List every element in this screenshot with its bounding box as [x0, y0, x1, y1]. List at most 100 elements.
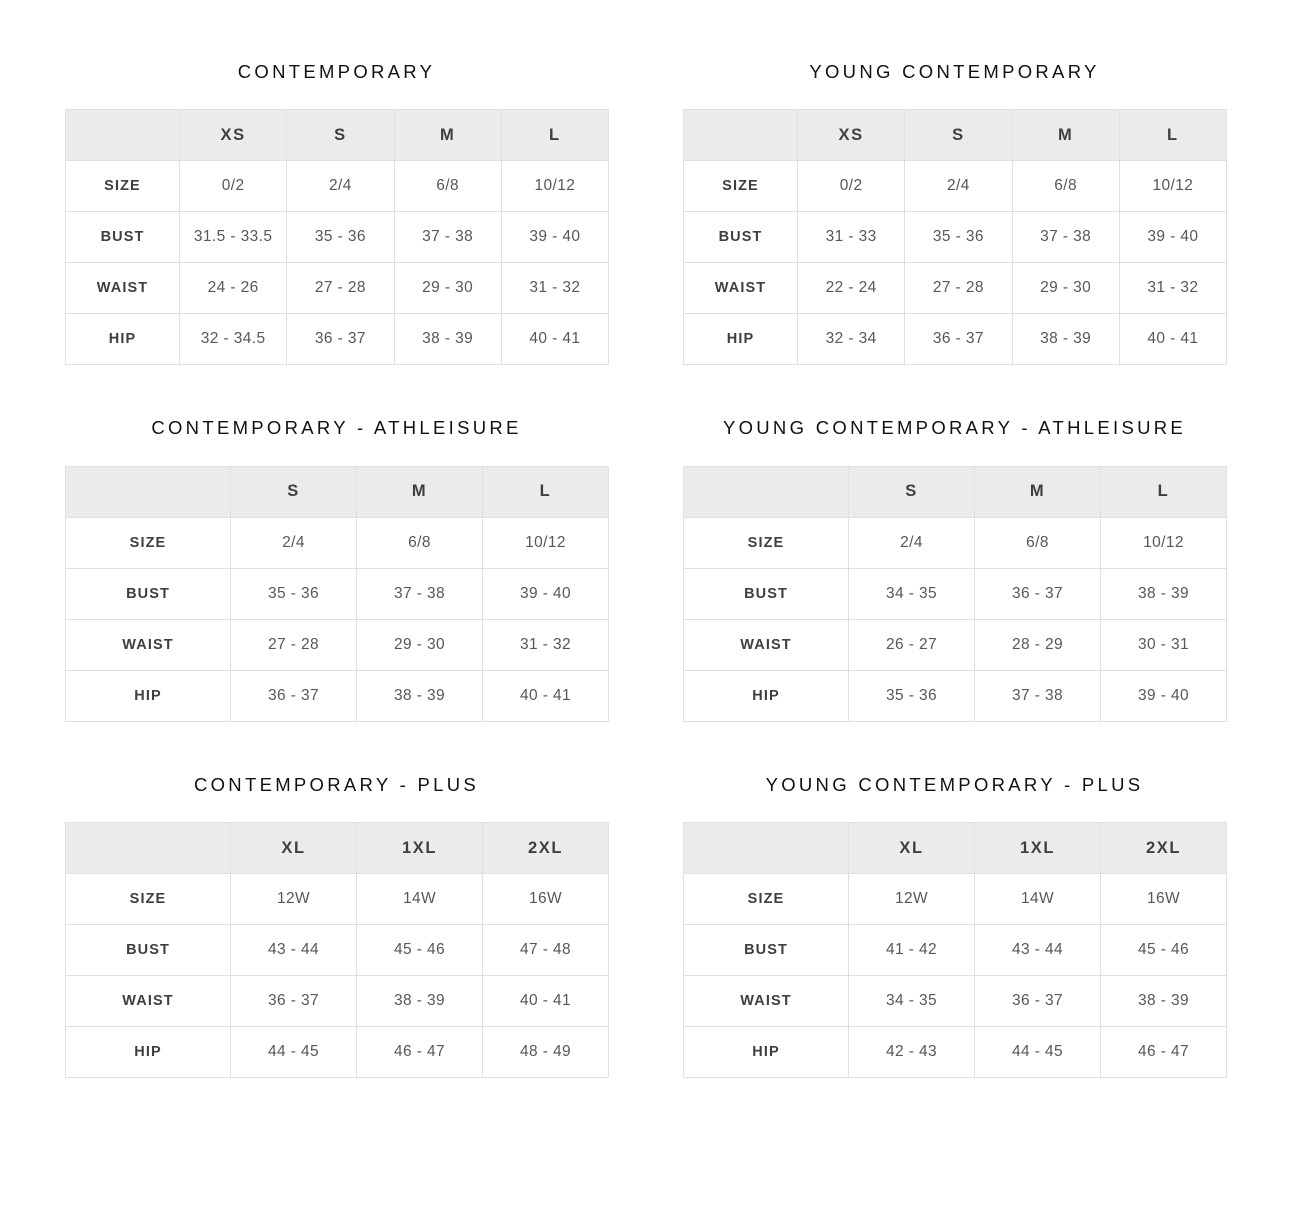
- column-header-l: L: [1100, 465, 1227, 518]
- measurement-cell: 36 - 37: [286, 313, 395, 366]
- row-label-size: SIZE: [683, 873, 849, 926]
- measurement-cell: 29 - 30: [393, 262, 502, 315]
- measurement-cell: 10/12: [1100, 516, 1227, 569]
- measurement-cell: 6/8: [356, 516, 483, 569]
- row-label-hip: HIP: [65, 313, 180, 366]
- measurement-cell: 39 - 40: [1100, 669, 1227, 722]
- table-row: BUST 31 - 33 35 - 36 37 - 38 39 - 40: [683, 211, 1228, 264]
- measurement-cell: 40 - 41: [482, 669, 609, 722]
- measurement-cell: 29 - 30: [1011, 262, 1120, 315]
- measurement-cell: 27 - 28: [230, 618, 357, 671]
- measurement-cell: 46 - 47: [1100, 1026, 1227, 1079]
- row-label-size: SIZE: [65, 516, 231, 569]
- measurement-cell: 14W: [356, 873, 483, 926]
- measurement-cell: 10/12: [1118, 160, 1228, 213]
- row-label-bust: BUST: [65, 567, 231, 620]
- size-table-title-young-contemporary: YOUNG CONTEMPORARY: [809, 61, 1100, 82]
- measurement-cell: 31.5 - 33.5: [178, 211, 288, 264]
- table-corner-cell: [683, 109, 798, 162]
- table-row: SIZE 2/4 6/8 10/12: [65, 516, 609, 569]
- column-header-s: S: [848, 465, 975, 518]
- measurement-cell: 43 - 44: [230, 924, 357, 977]
- size-table-young-contemporary-athleisure: S M L SIZE 2/4 6/8 10/12 BUST 34 - 35 36 - 37 38 -…: [683, 465, 1227, 722]
- table-row: HIP 32 - 34.5 36 - 37 38 - 39 40 - 41: [65, 313, 610, 366]
- table-row: BUST 35 - 36 37 - 38 39 - 40: [65, 567, 609, 620]
- row-label-hip: HIP: [65, 669, 231, 722]
- measurement-cell: 36 - 37: [904, 313, 1013, 366]
- column-header-l: L: [1118, 109, 1228, 162]
- size-table-contemporary: XS S M L SIZE 0/2 2/4 6/8 10/12 BUST 31.5 - 33.5 35…: [65, 109, 610, 366]
- measurement-cell: 0/2: [178, 160, 288, 213]
- measurement-cell: 30 - 31: [1100, 618, 1227, 671]
- column-header-s: S: [230, 465, 357, 518]
- measurement-cell: 2/4: [848, 516, 975, 569]
- size-table-panel-young-contemporary-plus: YOUNG CONTEMPORARY - PLUS XL 1XL 2XL SIZE 12W…: [683, 774, 1227, 1079]
- row-label-bust: BUST: [683, 924, 849, 977]
- measurement-cell: 12W: [848, 873, 975, 926]
- measurement-cell: 38 - 39: [356, 975, 483, 1028]
- measurement-cell: 42 - 43: [848, 1026, 975, 1079]
- column-header-s: S: [904, 109, 1013, 162]
- measurement-cell: 34 - 35: [848, 567, 975, 620]
- measurement-cell: 31 - 33: [796, 211, 906, 264]
- table-corner-cell: [65, 109, 180, 162]
- column-header-s: S: [286, 109, 395, 162]
- column-header-m: M: [356, 465, 483, 518]
- row-label-waist: WAIST: [683, 975, 849, 1028]
- column-header-1xl: 1XL: [974, 822, 1101, 875]
- row-label-waist: WAIST: [65, 975, 231, 1028]
- table-header-row: XL 1XL 2XL: [65, 822, 609, 875]
- table-row: WAIST 27 - 28 29 - 30 31 - 32: [65, 618, 609, 671]
- measurement-cell: 26 - 27: [848, 618, 975, 671]
- size-table-panel-young-contemporary: YOUNG CONTEMPORARY XS S M L SIZE 0/2 2/4 6/8 10/1…: [683, 61, 1228, 366]
- table-header-row: XS S M L: [683, 109, 1228, 162]
- measurement-cell: 29 - 30: [356, 618, 483, 671]
- size-tables-grid: CONTEMPORARY XS S M L SIZE 0/2 2/4 6/8 10/12 BUST 3…: [65, 61, 1228, 1079]
- measurement-cell: 40 - 41: [482, 975, 609, 1028]
- measurement-cell: 2/4: [904, 160, 1013, 213]
- measurement-cell: 35 - 36: [904, 211, 1013, 264]
- measurement-cell: 31 - 32: [482, 618, 609, 671]
- table-row: BUST 43 - 44 45 - 46 47 - 48: [65, 924, 609, 977]
- measurement-cell: 2/4: [286, 160, 395, 213]
- column-header-m: M: [974, 465, 1101, 518]
- measurement-cell: 37 - 38: [393, 211, 502, 264]
- table-row: HIP 44 - 45 46 - 47 48 - 49: [65, 1026, 609, 1079]
- table-row: BUST 34 - 35 36 - 37 38 - 39: [683, 567, 1227, 620]
- measurement-cell: 2/4: [230, 516, 357, 569]
- measurement-cell: 28 - 29: [974, 618, 1101, 671]
- measurement-cell: 16W: [482, 873, 609, 926]
- table-row: SIZE 0/2 2/4 6/8 10/12: [65, 160, 610, 213]
- measurement-cell: 38 - 39: [356, 669, 483, 722]
- column-header-xl: XL: [848, 822, 975, 875]
- measurement-cell: 32 - 34: [796, 313, 906, 366]
- column-header-2xl: 2XL: [1100, 822, 1227, 875]
- row-label-hip: HIP: [683, 313, 798, 366]
- measurement-cell: 41 - 42: [848, 924, 975, 977]
- measurement-cell: 35 - 36: [848, 669, 975, 722]
- table-row: HIP 42 - 43 44 - 45 46 - 47: [683, 1026, 1227, 1079]
- table-corner-cell: [65, 465, 231, 518]
- row-label-size: SIZE: [683, 160, 798, 213]
- size-table-title-contemporary-plus: CONTEMPORARY - PLUS: [193, 773, 480, 795]
- measurement-cell: 37 - 38: [974, 669, 1101, 722]
- column-header-l: L: [500, 109, 610, 162]
- table-row: SIZE 2/4 6/8 10/12: [683, 516, 1227, 569]
- table-row: SIZE 12W 14W 16W: [683, 873, 1227, 926]
- table-row: WAIST 26 - 27 28 - 29 30 - 31: [683, 618, 1227, 671]
- column-header-m: M: [1011, 109, 1120, 162]
- measurement-cell: 46 - 47: [356, 1026, 483, 1079]
- measurement-cell: 36 - 37: [974, 975, 1101, 1028]
- column-header-1xl: 1XL: [356, 822, 483, 875]
- size-table-young-contemporary: XS S M L SIZE 0/2 2/4 6/8 10/12 BUST 31 - 33 35 - 3…: [683, 109, 1228, 366]
- measurement-cell: 37 - 38: [356, 567, 483, 620]
- table-row: WAIST 36 - 37 38 - 39 40 - 41: [65, 975, 609, 1028]
- measurement-cell: 6/8: [393, 160, 502, 213]
- measurement-cell: 36 - 37: [230, 669, 357, 722]
- measurement-cell: 22 - 24: [796, 262, 906, 315]
- measurement-cell: 10/12: [500, 160, 610, 213]
- measurement-cell: 43 - 44: [974, 924, 1101, 977]
- measurement-cell: 0/2: [796, 160, 906, 213]
